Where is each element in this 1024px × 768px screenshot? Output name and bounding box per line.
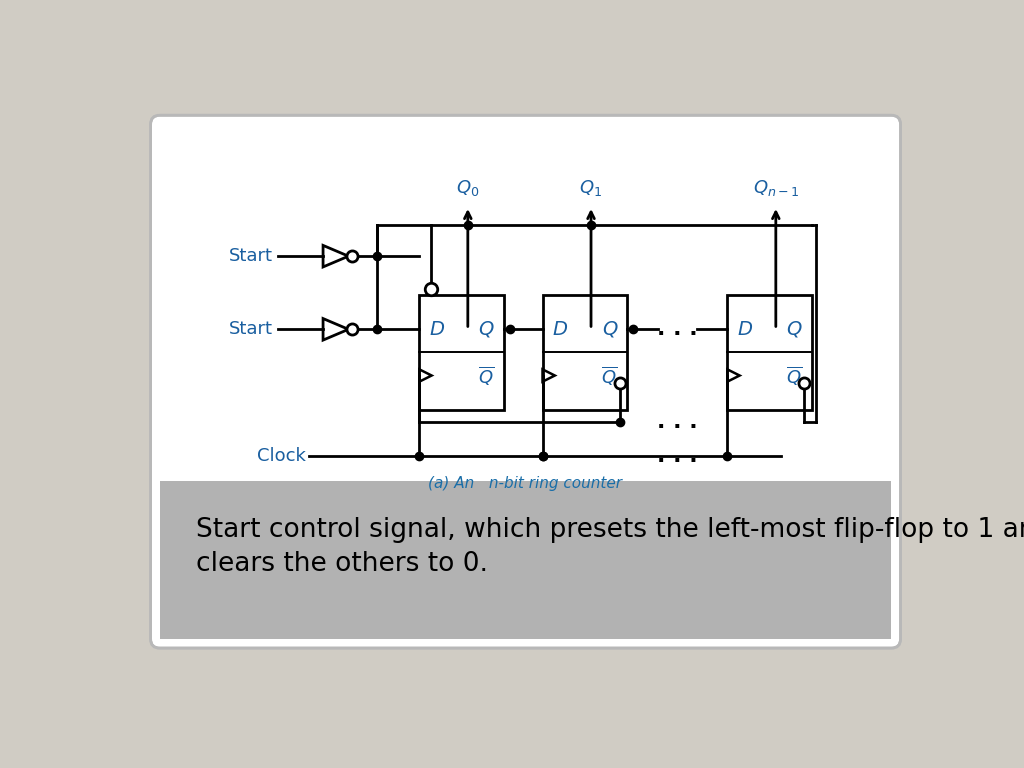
Text: clears the others to 0.: clears the others to 0. bbox=[196, 551, 488, 578]
Bar bbox=[727, 295, 812, 410]
Text: D: D bbox=[737, 319, 753, 339]
Text: $\overline{Q}$: $\overline{Q}$ bbox=[478, 364, 494, 387]
Text: Start control signal, which presets the left-most flip-flop to 1 and: Start control signal, which presets the … bbox=[196, 517, 1024, 542]
Text: . . .: . . . bbox=[657, 412, 697, 432]
Bar bbox=[160, 481, 891, 639]
Bar bbox=[419, 295, 504, 410]
Bar bbox=[543, 295, 628, 410]
Text: Q: Q bbox=[602, 319, 617, 339]
Text: $\overline{Q}$: $\overline{Q}$ bbox=[785, 364, 802, 387]
Text: . . .: . . . bbox=[657, 319, 697, 339]
Text: Clock: Clock bbox=[257, 448, 306, 465]
Text: Q: Q bbox=[478, 319, 494, 339]
Text: $Q_{n-1}$: $Q_{n-1}$ bbox=[753, 178, 799, 198]
FancyBboxPatch shape bbox=[151, 115, 900, 648]
Text: $Q_1$: $Q_1$ bbox=[580, 178, 602, 198]
Text: D: D bbox=[429, 319, 444, 339]
Text: $\overline{Q}$: $\overline{Q}$ bbox=[601, 364, 617, 387]
Text: Start: Start bbox=[229, 247, 273, 265]
Text: . . .: . . . bbox=[657, 446, 697, 466]
Text: $Q_0$: $Q_0$ bbox=[456, 178, 479, 198]
Text: (a) An   n-bit ring counter: (a) An n-bit ring counter bbox=[428, 476, 622, 491]
Text: Q: Q bbox=[786, 319, 802, 339]
Text: Start: Start bbox=[229, 320, 273, 339]
Text: D: D bbox=[553, 319, 567, 339]
